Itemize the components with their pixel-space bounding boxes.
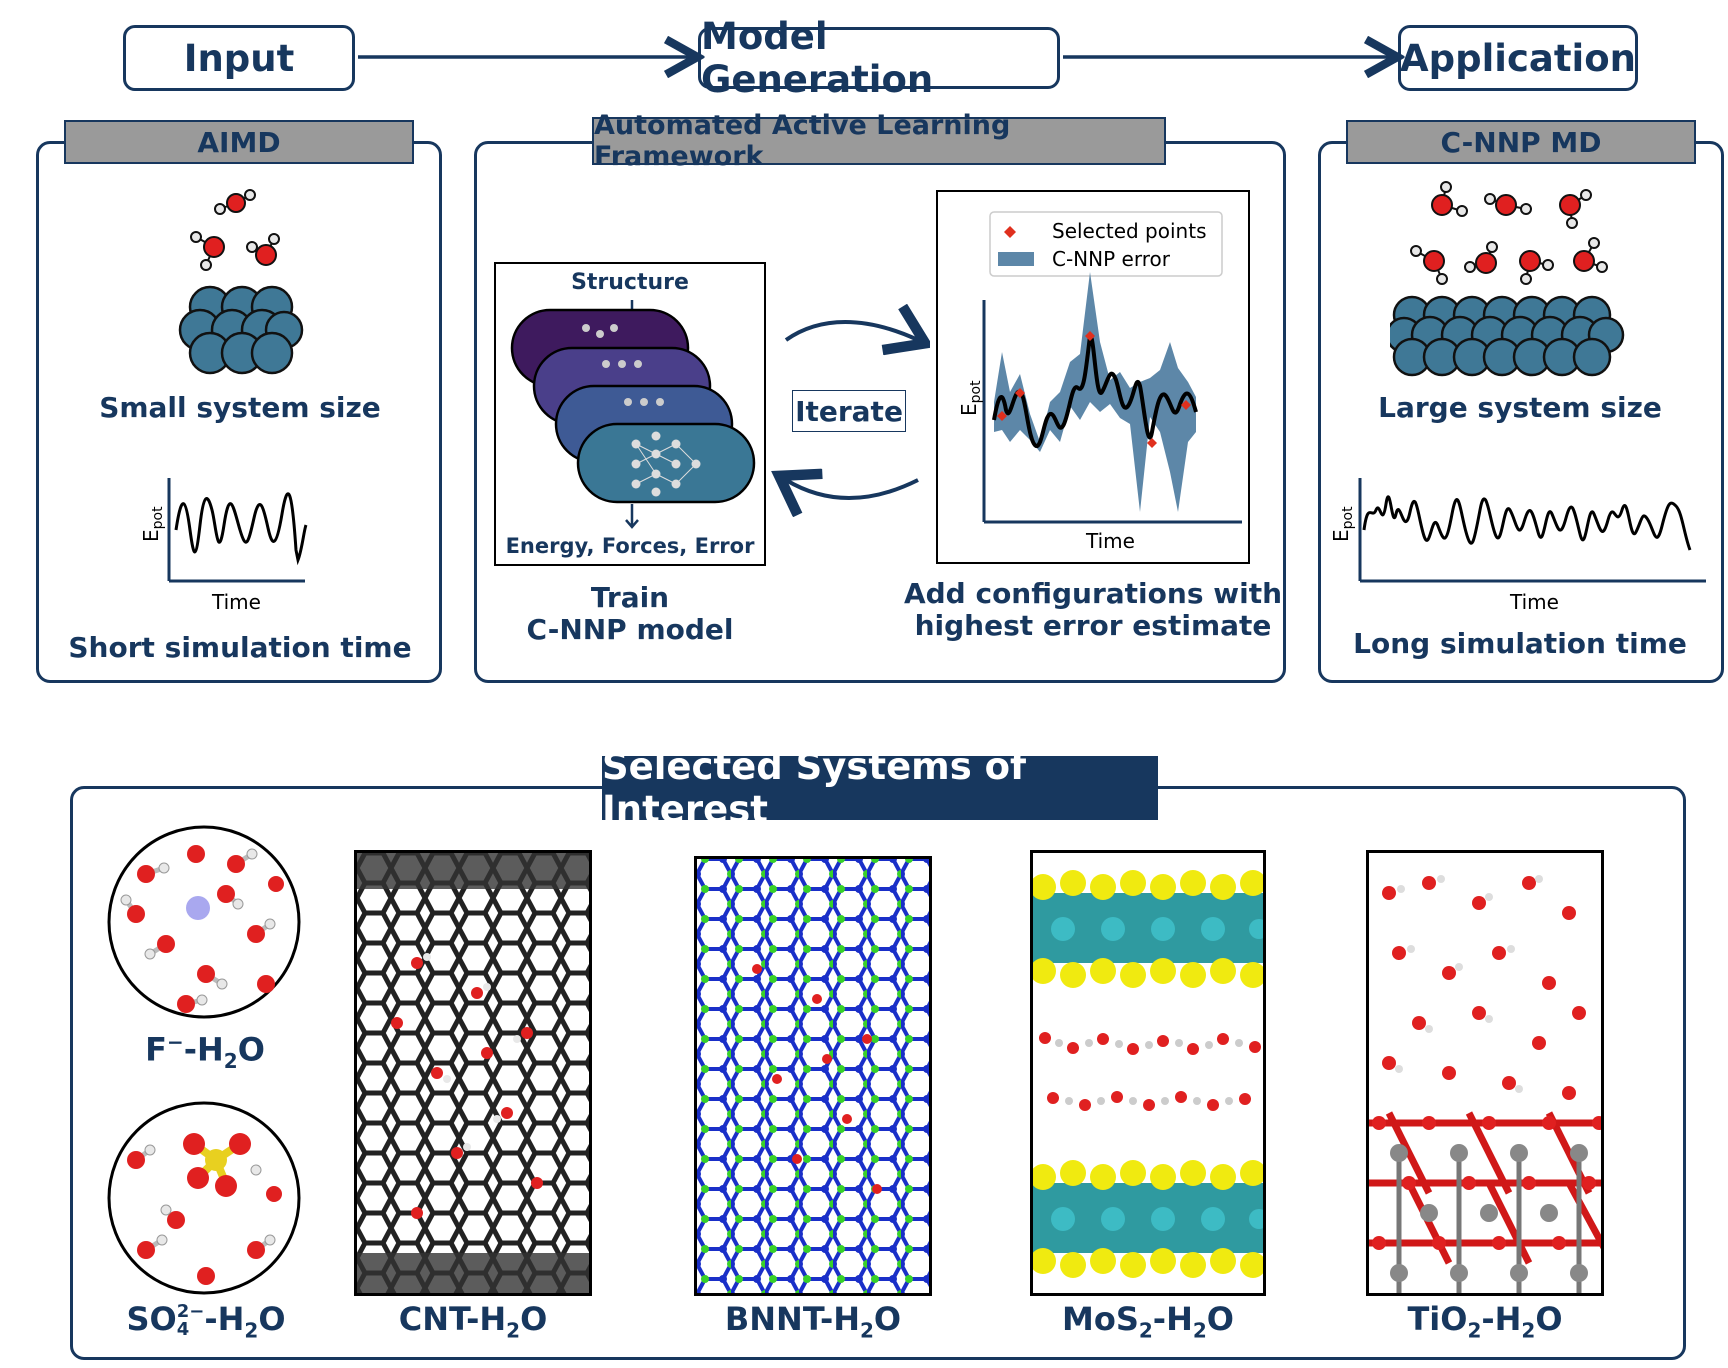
water-molecule xyxy=(190,231,225,271)
systems-title-text: Selected Systems of Interest xyxy=(602,745,1027,831)
nn-output-label: Energy, Forces, Error xyxy=(505,534,755,558)
cnt-snapshot xyxy=(354,850,592,1296)
cnnp-md-header-text: C-NNP MD xyxy=(1440,125,1602,159)
water-molecules-large xyxy=(1410,181,1608,285)
error-band-legend-marker xyxy=(998,252,1034,266)
add-caption-line2: highest error estimate xyxy=(914,609,1272,642)
mos2-water-layer xyxy=(1039,1032,1261,1111)
fluoride-water-snapshot xyxy=(107,825,301,1019)
long-plot-ylabel: Epot xyxy=(1329,506,1356,542)
aimd-header: AIMD xyxy=(64,120,414,164)
train-caption-line2: C-NNP model xyxy=(526,613,734,646)
long-time-caption: Long simulation time xyxy=(1353,627,1687,660)
large-system-caption: Large system size xyxy=(1378,391,1662,424)
systems-title: Selected Systems of Interest xyxy=(602,745,1158,831)
active-learning-header: Automated Active Learning Framework xyxy=(592,110,1166,172)
input-label: Input xyxy=(183,36,295,80)
fluoride-water-label: F−-H2O xyxy=(145,1030,265,1074)
energy-curve xyxy=(992,333,1198,448)
model-generation-box: Model Generation xyxy=(698,15,1060,101)
large-system-illustration xyxy=(1390,181,1625,377)
short-time-caption: Short simulation time xyxy=(68,631,412,664)
mos2-bottom-layer xyxy=(1033,1160,1263,1278)
water-molecule xyxy=(246,233,280,266)
iterate-box: Iterate xyxy=(792,390,906,432)
sulfate-water-label: SO 2− 4 -H2O xyxy=(126,1300,286,1343)
cnnp-md-header: C-NNP MD xyxy=(1346,120,1696,164)
tio2-snapshot xyxy=(1366,850,1604,1296)
short-energy-plot: Epot xyxy=(139,478,308,583)
iterate-label: Iterate xyxy=(795,394,903,428)
iterate-arrows xyxy=(770,300,930,520)
sulfate-ion xyxy=(183,1133,251,1197)
mos2-top-layer xyxy=(1033,870,1263,988)
small-system-illustration xyxy=(178,189,304,375)
nn-structure-label: Structure xyxy=(571,270,689,295)
plot-legend xyxy=(989,211,1223,277)
model-generation-label: Model Generation xyxy=(701,15,934,101)
legend-selected-text: Selected points xyxy=(1052,219,1206,243)
active-learning-header-text: Automated Active Learning Framework xyxy=(594,110,1011,172)
short-plot-ylabel: Epot xyxy=(139,506,166,542)
bnnt-water-label: BNNT-H2O xyxy=(724,1300,902,1343)
mos2-water-label: MoS2-H2O xyxy=(1062,1300,1234,1343)
add-caption-line1: Add configurations with xyxy=(903,577,1283,610)
error-plot-xlabel: Time xyxy=(1085,529,1135,553)
tio2-water xyxy=(1382,875,1586,1100)
small-slab xyxy=(178,285,304,375)
selected-points xyxy=(997,331,1191,448)
selected-points-legend-marker xyxy=(1004,226,1016,238)
tio2-slab xyxy=(1369,1111,1601,1293)
bnnt-snapshot xyxy=(694,856,932,1296)
long-plot-xlabel: Time xyxy=(1510,590,1559,614)
mos2-structure xyxy=(1033,870,1263,1278)
large-slab xyxy=(1390,295,1625,377)
error-plot: Selected points C-NNP error Epot Time xyxy=(957,211,1242,553)
small-system-caption: Small system size xyxy=(99,391,381,424)
application-label: Application xyxy=(1400,36,1637,80)
legend-error-text: C-NNP error xyxy=(1052,247,1171,271)
sulfate-water-snapshot xyxy=(107,1101,301,1295)
nn-stack xyxy=(510,300,756,529)
fluoride-ion xyxy=(186,896,210,920)
nn-layer-4 xyxy=(576,422,756,504)
train-caption-line1: Train xyxy=(590,581,670,614)
tio2-water-label: TiO2-H2O xyxy=(1407,1300,1563,1343)
cnt-water-label: CNT-H2O xyxy=(398,1300,548,1343)
bnnt-structure xyxy=(697,859,929,1293)
aimd-header-text: AIMD xyxy=(197,125,281,159)
long-energy-plot: Epot xyxy=(1329,478,1706,583)
error-plot-box: Selected points C-NNP error Epot Time xyxy=(936,190,1250,564)
short-plot-xlabel: Time xyxy=(212,590,261,614)
nn-model-box: Structure Energy, Forces, Error xyxy=(494,262,766,566)
error-plot-ylabel: Epot xyxy=(957,380,984,416)
water-molecule xyxy=(214,189,256,215)
mos2-snapshot xyxy=(1030,850,1266,1296)
input-box: Input xyxy=(123,25,355,91)
error-band xyxy=(994,272,1196,512)
flow-arrows xyxy=(358,0,1728,120)
cnt-structure xyxy=(357,853,589,1293)
tio2-structure xyxy=(1369,875,1601,1293)
